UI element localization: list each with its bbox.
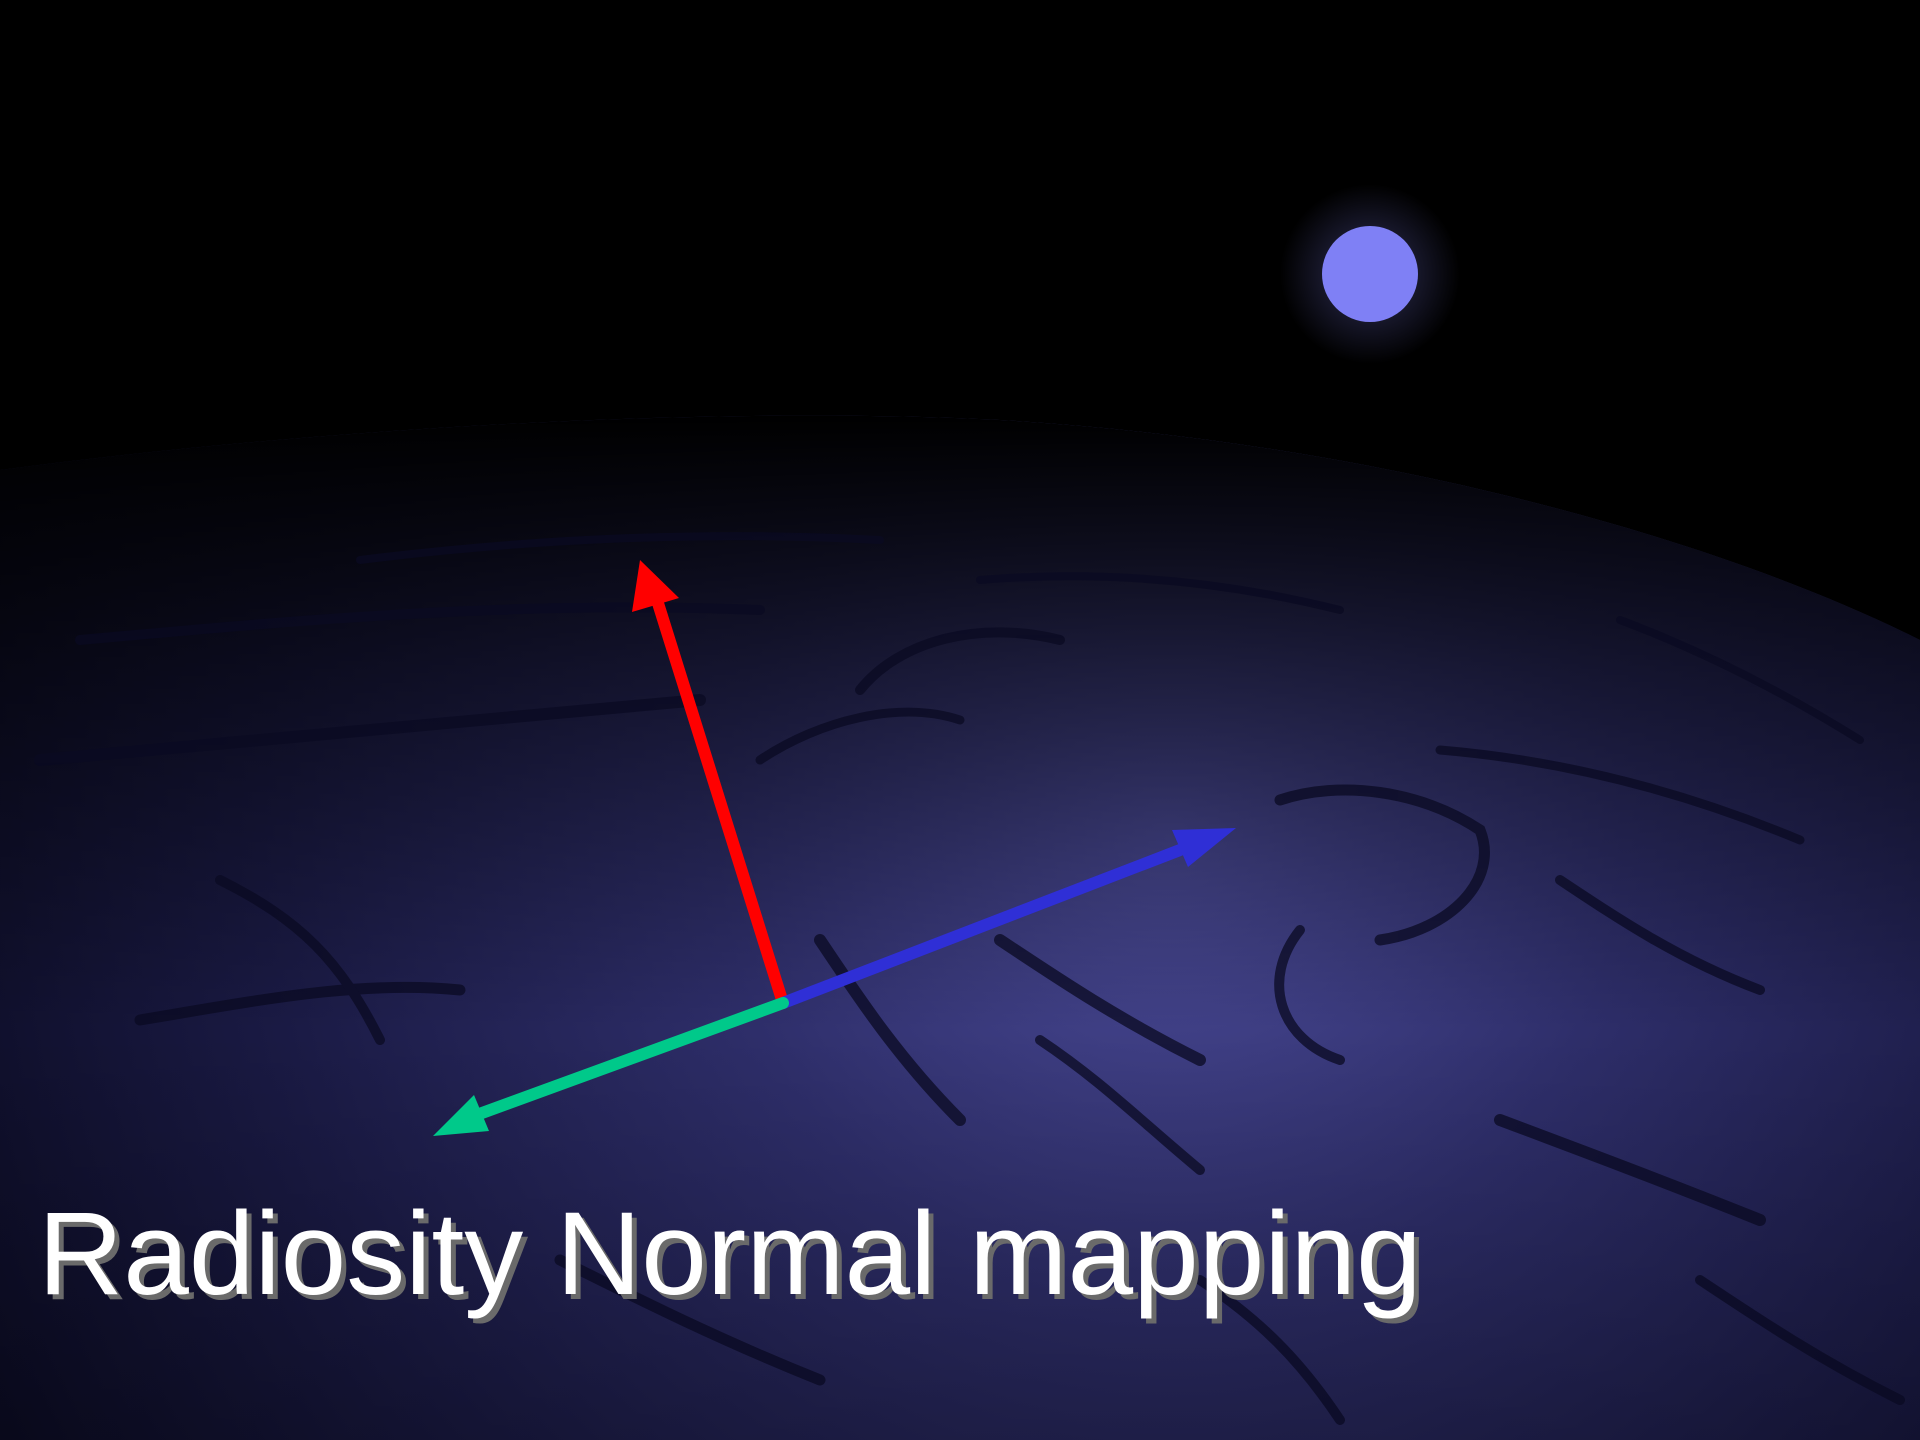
red-basis-arrow: [632, 560, 789, 1009]
surface-grooves: [34, 532, 1905, 1425]
light-source-icon: [1322, 226, 1418, 322]
blue-basis-arrow: [777, 828, 1236, 1009]
caption-title: Radiosity Normal mapping: [38, 1188, 1422, 1320]
green-basis-arrow: [433, 997, 789, 1136]
